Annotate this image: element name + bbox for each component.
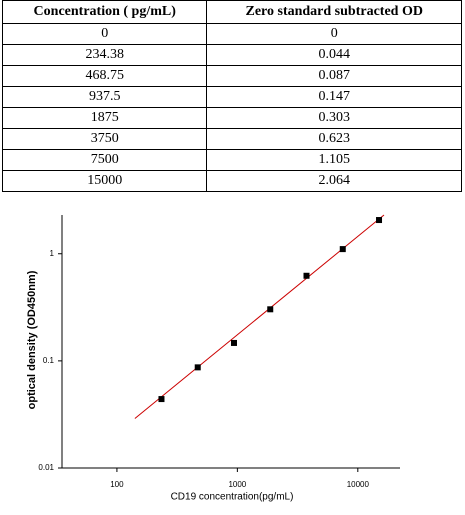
y-axis-label: optical density (OD450nm) [26, 270, 38, 409]
table-cell: 234.38 [1, 44, 208, 66]
table-row: 7500 1.105 [1, 149, 462, 171]
x-tick-label: 100 [110, 480, 124, 489]
table-cell: 3750 [1, 128, 208, 150]
x-axis-label: CD19 concentration(pg/mL) [171, 492, 294, 503]
table-cell: 7500 [1, 149, 208, 171]
table-cell: 0 [206, 23, 462, 45]
table-row: 234.38 0.044 [1, 44, 462, 66]
table-row: 3750 0.623 [1, 128, 462, 150]
y-tick-label: 0.1 [43, 356, 55, 365]
data-point [194, 364, 201, 371]
header-cell: Zero standard subtracted OD [206, 0, 462, 24]
data-point [230, 339, 237, 346]
x-tick-label: 1000 [228, 480, 246, 489]
table-cell: 0.303 [206, 107, 462, 129]
x-tick-label: 10000 [347, 480, 370, 489]
data-point [158, 396, 165, 403]
table-cell: 1875 [1, 107, 208, 129]
y-tick-label: 1 [50, 249, 55, 258]
table-cell: 468.75 [1, 65, 208, 87]
table-cell: 2.064 [206, 170, 462, 192]
data-point [267, 306, 274, 313]
fit-line [134, 214, 385, 419]
table-cell: 937.5 [1, 86, 208, 108]
table-cell: 0 [1, 23, 208, 45]
data-point [303, 272, 310, 279]
table-row: 15000 2.064 [1, 170, 462, 192]
y-tick-label: 0.01 [38, 463, 54, 472]
table-cell: 0.623 [206, 128, 462, 150]
data-table: Concentration ( pg/mL) Zero standard subt… [1, 0, 462, 192]
header-cell: Concentration ( pg/mL) [1, 0, 208, 24]
table-row: 937.5 0.147 [1, 86, 462, 108]
table-row: 1875 0.303 [1, 107, 462, 129]
table-cell: 0.147 [206, 86, 462, 108]
table-row: 468.75 0.087 [1, 65, 462, 87]
table-cell: 15000 [1, 170, 208, 192]
table-cell: 0.044 [206, 44, 462, 66]
data-point [339, 246, 346, 253]
table-cell: 0.087 [206, 65, 462, 87]
data-point [376, 217, 383, 224]
table-cell: 1.105 [206, 149, 462, 171]
